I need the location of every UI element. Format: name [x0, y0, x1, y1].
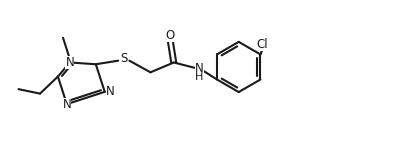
Text: N: N: [65, 56, 74, 69]
Text: S: S: [120, 52, 127, 65]
Text: H: H: [195, 72, 204, 82]
Text: N: N: [106, 85, 115, 98]
Text: N: N: [195, 62, 204, 75]
Text: N: N: [62, 98, 71, 111]
Text: Cl: Cl: [257, 38, 268, 51]
Text: O: O: [166, 29, 175, 42]
